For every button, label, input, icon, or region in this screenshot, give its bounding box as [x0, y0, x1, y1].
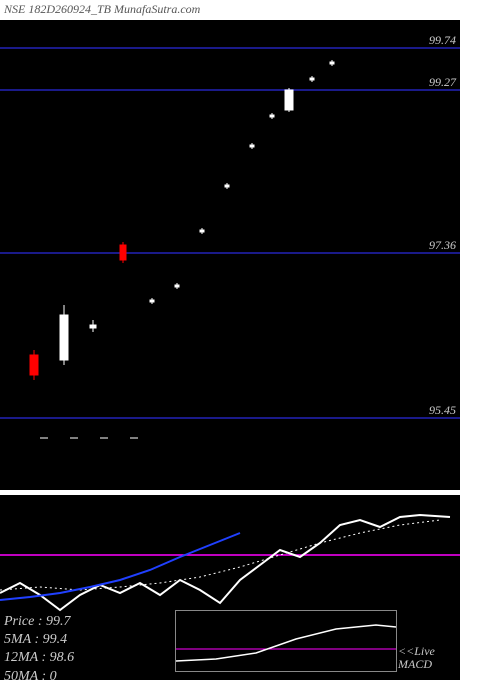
- info-line: Price : 99.7: [4, 613, 74, 631]
- price-level-label: 97.36: [429, 238, 456, 252]
- chart-title: NSE 182D260924_TB MunafaSutra.com: [4, 2, 200, 17]
- indicator-panel: Price : 99.75MA : 99.412MA : 98.650MA : …: [0, 495, 460, 680]
- candle: [90, 325, 96, 328]
- candle: [175, 285, 179, 287]
- macd-label: <<Live MACD: [398, 645, 458, 671]
- inset-svg: [176, 611, 396, 671]
- candle: [285, 90, 293, 110]
- price-ma-info: Price : 99.75MA : 99.412MA : 98.650MA : …: [4, 613, 74, 686]
- chart-container: NSE 182D260924_TB MunafaSutra.com 99.749…: [0, 0, 500, 700]
- candle: [150, 300, 154, 302]
- main-svg: 99.74 99.27 97.36 95.45: [0, 20, 460, 490]
- candle: [200, 230, 204, 232]
- info-line: 5MA : 99.4: [4, 631, 74, 649]
- candle: [120, 245, 126, 260]
- macd-inset: [175, 610, 397, 672]
- candle: [310, 78, 314, 80]
- candle: [270, 115, 274, 117]
- candle: [330, 62, 334, 64]
- candle: [30, 355, 38, 375]
- candle: [60, 315, 68, 360]
- candle: [225, 185, 229, 187]
- info-line: 50MA : 0: [4, 668, 74, 686]
- price-level-label: 99.74: [429, 33, 456, 47]
- main-price-panel: 99.74 99.27 97.36 95.45: [0, 20, 460, 490]
- indicator-line-solid: [0, 515, 450, 610]
- price-level-label: 99.27: [429, 75, 457, 89]
- price-level-label: 95.45: [429, 403, 456, 417]
- indicator-line-blue: [0, 533, 240, 600]
- info-line: 12MA : 98.6: [4, 649, 74, 667]
- candle: [250, 145, 254, 147]
